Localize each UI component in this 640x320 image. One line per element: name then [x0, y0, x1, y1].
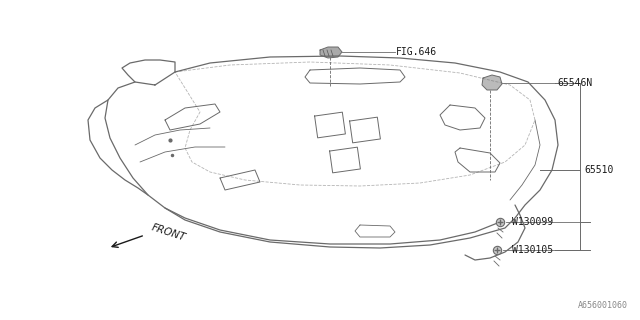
Text: 65510: 65510 [584, 165, 613, 175]
Polygon shape [482, 75, 502, 90]
Text: FRONT: FRONT [150, 223, 187, 243]
Text: W130099: W130099 [512, 217, 553, 227]
Text: A656001060: A656001060 [578, 301, 628, 310]
Text: FIG.646: FIG.646 [396, 47, 437, 57]
Text: W130105: W130105 [512, 245, 553, 255]
Polygon shape [320, 47, 342, 58]
Text: 65546N: 65546N [557, 78, 592, 88]
